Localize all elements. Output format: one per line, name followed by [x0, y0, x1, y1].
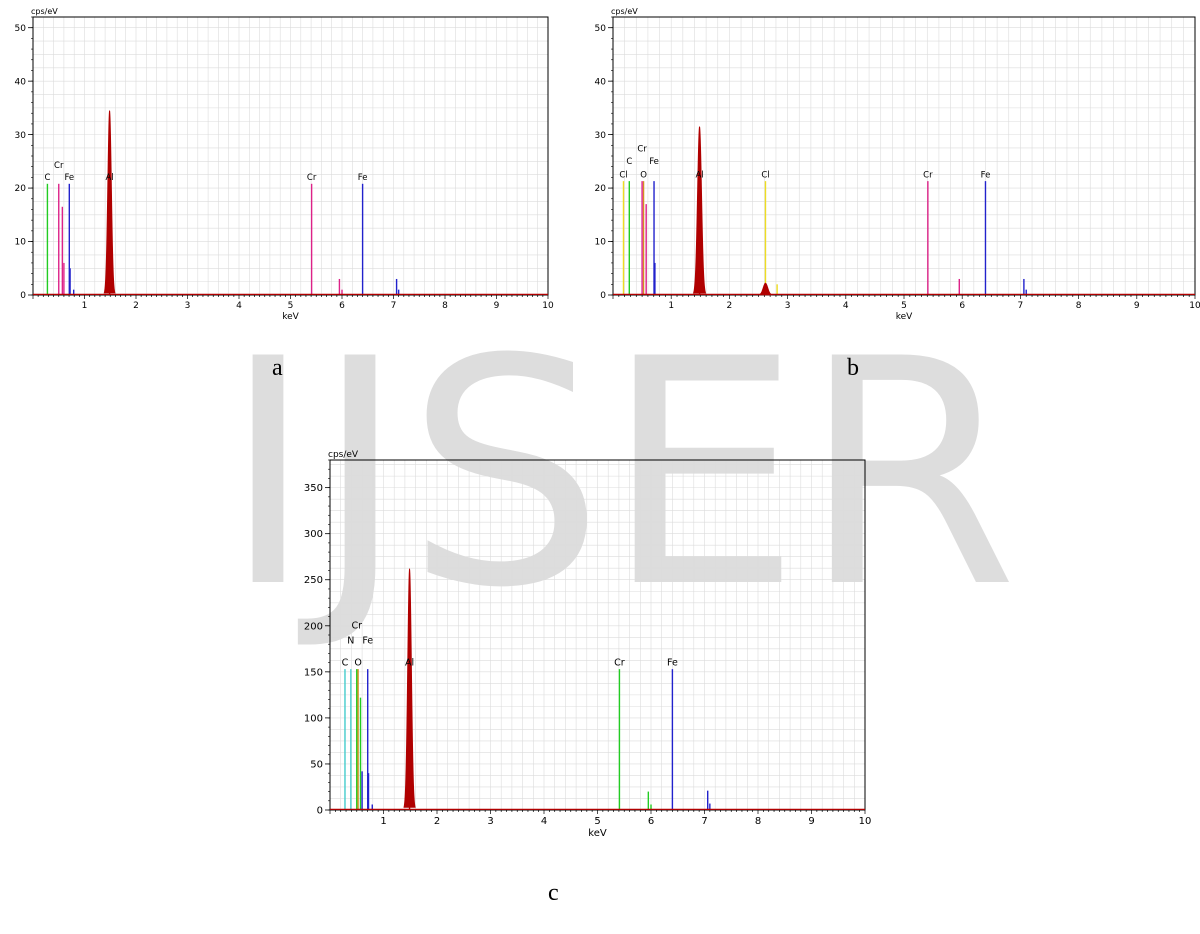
x-tick-label: 3 — [185, 301, 191, 311]
spectrum-peak — [758, 282, 773, 296]
marker-label-o: O — [640, 170, 647, 180]
y-tick-label: 10 — [15, 238, 27, 248]
y-tick-label: 300 — [304, 529, 323, 540]
x-axis-label: keV — [896, 312, 913, 322]
spectrum-peak — [403, 568, 416, 808]
marker-label-cr: Cr — [637, 145, 647, 155]
y-axis: 0 10 20 30 40 50 cps/eV — [595, 7, 639, 301]
marker-label-cr: Cr — [307, 173, 317, 183]
x-tick-label: 7 — [701, 816, 707, 827]
x-tick-label: 5 — [594, 816, 600, 827]
x-tick-label: 6 — [339, 301, 345, 311]
x-axis: 1 2 3 4 5 6 7 8 9 10 keV — [32, 295, 554, 322]
caption-b: b — [847, 355, 859, 381]
marker-label-c: C — [342, 657, 349, 668]
y-tick-label: 200 — [304, 621, 323, 632]
spectrum-peak — [103, 110, 116, 294]
x-axis-label: keV — [588, 828, 607, 839]
x-tick-label: 4 — [843, 301, 849, 311]
x-tick-label: 3 — [487, 816, 493, 827]
x-axis: 1 2 3 4 5 6 7 8 9 10 keV — [612, 295, 1200, 322]
caption-a: a — [272, 355, 283, 381]
x-tick-label: 5 — [901, 301, 907, 311]
marker-label-n: N — [347, 635, 354, 646]
y-axis-label: cps/eV — [328, 450, 359, 460]
marker-label-o: O — [354, 657, 361, 668]
grid — [32, 17, 549, 296]
watermark-text: IJSER — [222, 292, 1018, 656]
marker-label-cr: Cr — [54, 161, 64, 171]
y-tick-label: 50 — [15, 24, 27, 34]
x-tick-label: 6 — [959, 301, 965, 311]
x-tick-label: 9 — [1134, 301, 1140, 311]
marker-label-cr: Cr — [351, 621, 362, 632]
x-tick-label: 4 — [541, 816, 547, 827]
x-tick-label: 2 — [133, 301, 139, 311]
x-tick-label: 9 — [494, 301, 500, 311]
marker-label-c: C — [626, 157, 632, 167]
y-axis: 0 10 20 30 40 50 cps/eV — [15, 7, 59, 301]
y-tick-label: 150 — [304, 667, 323, 678]
x-tick-label: 2 — [727, 301, 733, 311]
x-tick-label: 9 — [808, 816, 814, 827]
x-tick-label: 7 — [1018, 301, 1024, 311]
x-axis: 1 2 3 4 5 6 7 8 9 10 keV — [329, 810, 872, 839]
y-tick-label: 10 — [595, 238, 607, 248]
marker-label-fe: Fe — [358, 173, 368, 183]
marker-label-al: Al — [105, 173, 113, 183]
y-tick-label: 100 — [304, 713, 323, 724]
x-tick-label: 1 — [82, 301, 88, 311]
marker-label-fe: Fe — [981, 170, 991, 180]
x-tick-label: 10 — [542, 301, 554, 311]
marker-label-al: Al — [405, 657, 414, 668]
y-tick-label: 20 — [15, 184, 27, 194]
marker-label-fe: Fe — [64, 173, 74, 183]
x-tick-label: 7 — [391, 301, 397, 311]
marker-label-cr: Cr — [614, 657, 625, 668]
y-axis-label: cps/eV — [31, 7, 58, 16]
x-tick-label: 2 — [434, 816, 440, 827]
x-tick-label: 1 — [668, 301, 674, 311]
y-tick-label: 30 — [595, 131, 607, 141]
marker-label-cr: Cr — [923, 170, 933, 180]
x-tick-label: 3 — [785, 301, 791, 311]
marker-label-cl: Cl — [619, 170, 627, 180]
marker-label-al: Al — [695, 170, 703, 180]
marker-label-cl: Cl — [761, 170, 769, 180]
spectrum-chart-b: 1 2 3 4 5 6 7 8 9 10keV01020304050cps/eVClCOCrFeA… — [595, 7, 1200, 322]
x-tick-label: 8 — [1076, 301, 1082, 311]
y-axis: 0 50 100 150 200 250 300 350 cps/eV — [304, 450, 359, 817]
y-tick-label: 350 — [304, 483, 323, 494]
y-axis-label: cps/eV — [611, 7, 638, 16]
x-axis-label: keV — [282, 312, 299, 322]
marker-label-fe: Fe — [362, 635, 373, 646]
marker-label-c: C — [44, 173, 50, 183]
y-tick-label: 20 — [595, 184, 607, 194]
y-tick-label: 40 — [595, 77, 607, 87]
x-tick-label: 8 — [442, 301, 448, 311]
y-tick-label: 40 — [15, 77, 27, 87]
caption-c: c — [548, 880, 559, 906]
y-tick-label: 0 — [317, 806, 323, 817]
y-tick-label: 30 — [15, 131, 27, 141]
y-tick-label: 250 — [304, 575, 323, 586]
x-tick-label: 1 — [380, 816, 386, 827]
y-tick-label: 50 — [595, 24, 607, 34]
y-tick-label: 50 — [310, 759, 323, 770]
marker-label-fe: Fe — [667, 657, 678, 668]
spectrum-chart-c: 1 2 3 4 5 6 7 8 9 10 keV 0 50 100 150 200 250 300 350 cps/e… — [304, 450, 872, 839]
x-tick-label: 10 — [1189, 301, 1200, 311]
y-tick-label: 0 — [600, 291, 606, 301]
x-tick-label: 4 — [236, 301, 242, 311]
y-tick-label: 0 — [20, 291, 26, 301]
marker-label-fe: Fe — [649, 157, 659, 167]
x-tick-label: 6 — [648, 816, 654, 827]
x-tick-label: 8 — [755, 816, 761, 827]
x-tick-label: 5 — [288, 301, 294, 311]
spectrum-peak — [692, 126, 707, 294]
x-tick-label: 10 — [859, 816, 872, 827]
